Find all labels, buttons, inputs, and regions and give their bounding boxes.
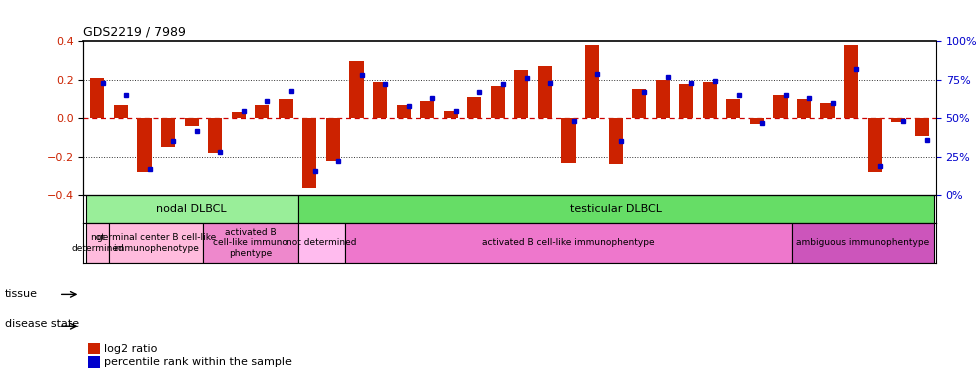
Bar (914, 118, 929, 136)
Bar (797, 99, 811, 118)
Bar (326, 118, 340, 160)
Bar (90, 78, 105, 118)
Bar (345, 223, 792, 262)
Bar (820, 103, 835, 118)
Bar (184, 118, 199, 126)
Bar (491, 86, 505, 118)
Bar (109, 223, 204, 262)
Bar (679, 84, 693, 118)
Text: activated B cell-like immunophentype: activated B cell-like immunophentype (482, 238, 655, 248)
Bar (231, 112, 246, 118)
Bar (255, 105, 270, 118)
Bar (85, 195, 298, 223)
Bar (632, 89, 646, 118)
Bar (137, 118, 152, 172)
Bar (88, 356, 100, 368)
Bar (278, 99, 293, 118)
Text: log2 ratio: log2 ratio (104, 344, 157, 354)
Bar (298, 223, 345, 262)
Bar (397, 105, 411, 118)
Text: nodal DLBCL: nodal DLBCL (157, 204, 227, 214)
Text: percentile rank within the sample: percentile rank within the sample (104, 357, 292, 367)
Text: GDS2219 / 7989: GDS2219 / 7989 (83, 26, 186, 39)
Text: activated B
cell-like immuno
phentype: activated B cell-like immuno phentype (213, 228, 288, 258)
Text: disease state: disease state (5, 320, 79, 329)
Bar (373, 82, 387, 118)
Bar (656, 80, 669, 118)
Bar (85, 223, 109, 262)
Bar (609, 118, 622, 165)
Bar (891, 118, 906, 122)
Text: tissue: tissue (5, 290, 38, 299)
Bar (350, 60, 364, 118)
Bar (750, 118, 764, 124)
Bar (703, 82, 716, 118)
Bar (844, 45, 858, 118)
Bar (467, 97, 481, 118)
Bar (726, 99, 741, 118)
Bar (514, 70, 528, 118)
Bar (303, 118, 317, 188)
Text: testicular DLBCL: testicular DLBCL (569, 204, 662, 214)
Bar (420, 101, 434, 118)
Bar (161, 118, 175, 147)
Bar (88, 343, 100, 354)
Text: ambiguous immunophentype: ambiguous immunophentype (797, 238, 929, 248)
Bar (867, 118, 882, 172)
Bar (208, 118, 222, 153)
Bar (773, 95, 788, 118)
Text: not
determined: not determined (72, 233, 123, 253)
Bar (562, 118, 575, 162)
Bar (444, 111, 458, 118)
Bar (792, 223, 934, 262)
Bar (114, 105, 128, 118)
Text: germinal center B cell-like
immunophenotype: germinal center B cell-like immunophenot… (97, 233, 216, 253)
Bar (585, 45, 599, 118)
Bar (298, 195, 934, 223)
Text: not determined: not determined (286, 238, 357, 248)
Bar (538, 66, 552, 118)
Bar (204, 223, 298, 262)
